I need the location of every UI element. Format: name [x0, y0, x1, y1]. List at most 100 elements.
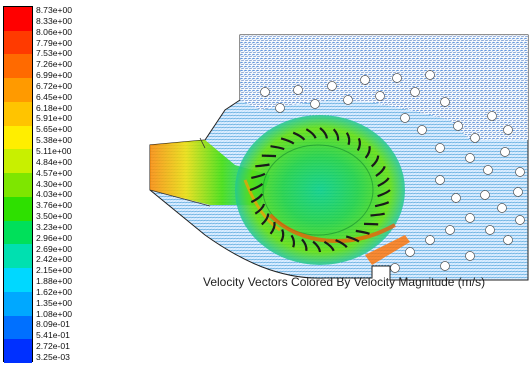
colormap-tick-label: 6.99e+00	[36, 70, 73, 81]
tube-hole	[375, 91, 385, 101]
tube-hole	[480, 190, 490, 200]
colormap-tick-label: 5.38e+00	[36, 135, 73, 146]
tube-hole	[425, 70, 435, 80]
colormap-tick-label: 1.35e+00	[36, 297, 73, 308]
colormap-tick-label: 1.62e+00	[36, 286, 73, 297]
colormap-tick-label: 8.73e+00	[36, 5, 73, 15]
colormap-tick-label: 7.26e+00	[36, 59, 73, 70]
colormap-cell	[4, 339, 32, 364]
tube-hole	[435, 143, 445, 153]
rotor-blade	[332, 128, 340, 141]
colormap-tick-label: 5.41e-01	[36, 330, 70, 341]
colormap-tick-label: 2.42e+00	[36, 254, 73, 265]
colormap-cell	[4, 268, 32, 293]
tube-hole	[483, 165, 493, 175]
colormap-cell	[4, 291, 32, 317]
colormap-tick-label: 5.11e+00	[36, 145, 72, 156]
tube-hole	[310, 99, 320, 109]
tube-hole	[485, 225, 495, 235]
tube-hole	[470, 133, 480, 143]
colormap-tick-label: 4.84e+00	[36, 156, 73, 167]
rotor-blade	[374, 201, 390, 208]
colormap-legend-bar	[3, 6, 33, 364]
colormap-cell	[4, 78, 32, 103]
rotor-region	[235, 115, 405, 265]
colormap-cell	[4, 149, 32, 174]
tube-hole	[360, 75, 370, 85]
colormap-tick-label: 3.76e+00	[36, 200, 73, 211]
colormap-tick-label: 6.45e+00	[36, 91, 73, 102]
rotor-blade	[356, 137, 361, 152]
tube-hole	[503, 125, 513, 135]
colormap-cell	[4, 315, 32, 340]
colormap-tick-label: 3.50e+00	[36, 211, 73, 222]
colormap-tick-label: 6.18e+00	[36, 102, 73, 113]
colormap-tick-label: 8.06e+00	[36, 26, 73, 37]
tube-hole	[445, 225, 455, 235]
rotor-blade	[249, 182, 264, 192]
velocity-vector-plot	[149, 34, 529, 281]
rotor-blade	[290, 234, 296, 248]
tube-hole	[392, 73, 402, 83]
colormap-tick-label: 4.03e+00	[36, 189, 73, 200]
rotor-blade	[280, 229, 285, 243]
tube-hole	[440, 261, 450, 271]
tube-hole	[453, 121, 463, 131]
colormap-cell	[4, 54, 32, 79]
colormap-cell	[4, 173, 32, 198]
rotor-blade	[375, 165, 386, 177]
tube-hole	[293, 85, 303, 95]
rotor-blade	[261, 213, 270, 226]
rotor-blade	[292, 131, 306, 141]
colormap-tick-label: 8.09e-01	[36, 319, 70, 330]
rotor-blade	[269, 221, 276, 235]
colormap-cell	[4, 244, 32, 269]
rotor-blade	[301, 238, 308, 251]
tube-hole	[275, 103, 285, 113]
rotor-blade	[345, 132, 351, 146]
colormap-tick-label: 7.53e+00	[36, 48, 73, 59]
tube-hole	[497, 203, 507, 213]
colormap-tick-label: 5.91e+00	[36, 113, 73, 124]
rotor-blade	[319, 127, 328, 139]
rotor-blade	[280, 137, 295, 145]
colormap-tick-label: 2.72e-01	[36, 341, 70, 352]
tube-hole	[343, 95, 353, 105]
rotor-blade	[377, 177, 390, 187]
tube-hole	[465, 153, 475, 163]
tube-hole	[451, 193, 461, 203]
tube-hole	[435, 175, 445, 185]
rotor-blade	[323, 240, 335, 252]
rotor-blade	[370, 155, 380, 168]
colormap-cell	[4, 101, 32, 127]
tube-hole	[500, 147, 510, 157]
colormap-tick-label: 6.72e+00	[36, 80, 73, 91]
rotor-blade	[261, 154, 277, 158]
tube-hole	[410, 87, 420, 97]
tube-hole	[513, 187, 523, 197]
colormap-tick-label: 1.88e+00	[36, 276, 73, 287]
tube-hole	[487, 111, 497, 121]
tube-hole	[400, 113, 410, 123]
colormap-cell	[4, 220, 32, 245]
colormap-tick-label: 4.30e+00	[36, 178, 73, 189]
tube-hole	[327, 81, 337, 91]
tube-hole	[425, 235, 435, 245]
rotor-blade	[255, 163, 270, 168]
colormap-tick-label: 7.79e+00	[36, 37, 73, 48]
tube-hole	[390, 263, 400, 273]
rotor-blade	[335, 239, 348, 248]
rotor-blade	[270, 145, 285, 151]
upper-chamber	[240, 35, 528, 140]
colormap-tick-label: 2.96e+00	[36, 232, 73, 243]
tube-bank	[260, 70, 525, 273]
rotor-blade	[377, 189, 391, 198]
colormap-tick-label: 3.25e-03	[36, 352, 70, 362]
tube-hole	[465, 251, 475, 261]
rotor-blade	[370, 212, 385, 217]
colormap-cell	[4, 30, 32, 55]
tube-hole	[503, 235, 513, 245]
colormap-tick-label: 8.33e+00	[36, 15, 73, 26]
rotor-blade	[251, 172, 266, 179]
tube-hole	[515, 215, 525, 225]
